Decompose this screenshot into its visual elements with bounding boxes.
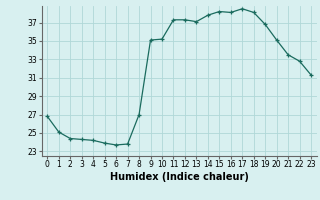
X-axis label: Humidex (Indice chaleur): Humidex (Indice chaleur) <box>110 172 249 182</box>
